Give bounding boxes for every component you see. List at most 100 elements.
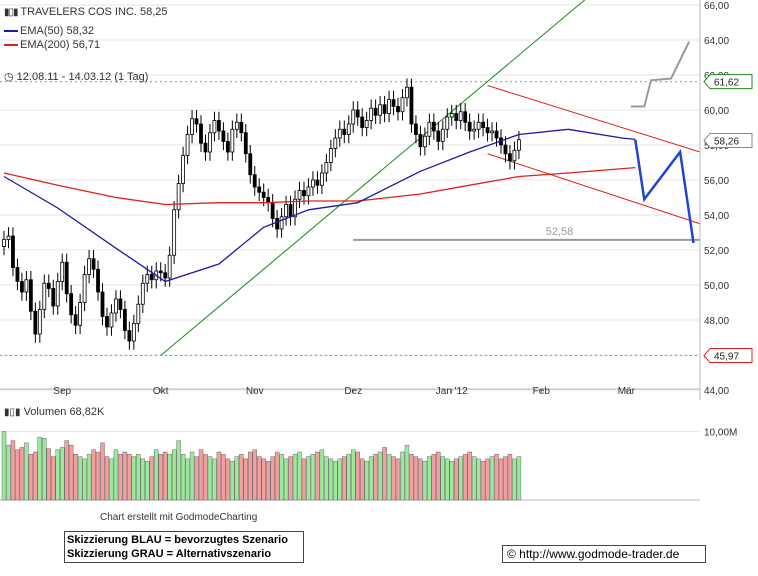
candle-body [422, 135, 427, 148]
volume-bar [73, 454, 78, 501]
candle-body [136, 303, 141, 324]
volume-bar [252, 449, 257, 501]
volume-bar [15, 449, 20, 501]
volume-bar [145, 460, 150, 501]
volume-bar [239, 454, 244, 501]
volume-bar [194, 456, 199, 501]
candle-body [319, 172, 324, 186]
candle-body [243, 132, 248, 155]
candle-body [37, 309, 42, 335]
high-badge-label: 61,62 [714, 78, 739, 89]
candle-body [257, 186, 262, 193]
x-tick-label: Mär [618, 386, 636, 397]
legend-grey-text: Skizzierung GRAU = Alternativszenario [67, 548, 272, 560]
candle-body [118, 298, 123, 310]
candle-body [28, 279, 33, 312]
volume-bar [516, 456, 522, 501]
y-tick-label: 44,00 [704, 386, 729, 397]
candle-body [369, 107, 374, 121]
candle-body [463, 111, 468, 123]
clock-icon: ◷ [4, 71, 14, 83]
candle-body [458, 111, 463, 121]
volume-bar [279, 454, 284, 501]
candle-body [24, 279, 29, 293]
candle-body [225, 141, 230, 153]
candle-body [105, 316, 109, 328]
price-axis: 44,0046,0048,0050,0052,0054,0056,0058,00… [699, 0, 729, 400]
period-text: 12.08.11 - 14.03.12 (1 Tag) [16, 71, 149, 83]
candle-body [311, 179, 315, 188]
candle-body [414, 123, 418, 135]
title-text: TRAVELERS COS INC. 58,25 [20, 6, 168, 18]
volume-bar [64, 440, 69, 501]
volume-bar [382, 447, 387, 501]
volume-bar [494, 454, 499, 501]
candle-body [46, 282, 51, 289]
volume-bar [337, 458, 343, 501]
volume-bar [319, 449, 325, 501]
volume-bar [297, 451, 302, 501]
volume-bar [328, 458, 334, 501]
candle-body [315, 179, 320, 186]
candle-body [185, 134, 190, 156]
volume-bar [55, 449, 60, 501]
period-range: ◷ 12.08.11 - 14.03.12 (1 Tag) [4, 70, 148, 83]
candle-body [167, 254, 172, 279]
y-tick-label: 60,00 [704, 106, 729, 117]
volume-bar [373, 454, 378, 501]
candle-body [91, 258, 96, 270]
volume-bar [440, 456, 445, 501]
candle-body [208, 132, 212, 153]
x-tick-label: Nov [246, 386, 264, 397]
x-tick-label: Dez [344, 386, 362, 397]
volume-bar [1, 431, 7, 501]
volume-bar [118, 454, 123, 501]
volume-bars: 10,00M [0, 427, 737, 501]
volume-bar [131, 456, 137, 501]
candle-body [284, 204, 288, 218]
ema200-line [3, 166, 636, 206]
volume-bar [351, 449, 356, 501]
volume-bar [445, 458, 450, 501]
candle-body [2, 239, 6, 247]
candle-body [64, 261, 69, 295]
y-tick-label: 64,00 [704, 36, 729, 47]
candle-body [114, 298, 118, 314]
url-text[interactable]: © http://www.godmode-trader.de [507, 547, 680, 561]
candle-body [270, 202, 275, 219]
candle-body [176, 183, 181, 211]
candle-body [60, 261, 65, 282]
candle-body [302, 190, 306, 197]
volume-bar [46, 448, 51, 501]
candle-body [15, 267, 20, 282]
volume-bar [234, 456, 240, 501]
candle-body [100, 291, 105, 317]
candle-body [472, 128, 477, 132]
volume-bar [306, 456, 311, 501]
y-tick-label: 56,00 [704, 176, 729, 187]
volume-bar [422, 460, 428, 501]
volume-bar [140, 458, 146, 501]
candle-body [409, 86, 414, 125]
candle-body [190, 118, 194, 135]
volume-bar [315, 451, 320, 501]
candle-body [342, 128, 347, 135]
chart-credit: Chart erstellt mit GodmodeCharting [100, 512, 258, 523]
candle-body [203, 142, 208, 153]
candle-body [391, 99, 396, 107]
volume-bar [136, 454, 141, 501]
volume-bar [230, 460, 235, 501]
y-tick-label: 66,00 [704, 1, 729, 12]
candle-body [234, 121, 239, 130]
candle-body [360, 116, 365, 128]
volume-legend: ▮▯▮ Volumen 68,82K [4, 406, 104, 418]
website-link[interactable]: © http://www.godmode-trader.de [502, 545, 706, 563]
scenario-legend-box: Skizzierung BLAU = bevorzugtes Szenario … [64, 531, 304, 563]
candle-body [288, 204, 293, 218]
candle-body [199, 123, 203, 144]
volume-bar [480, 460, 486, 501]
channel-lower-line [487, 153, 701, 225]
volume-bar [333, 460, 338, 501]
candle-body [400, 97, 405, 113]
x-tick-label: Sep [53, 386, 71, 397]
